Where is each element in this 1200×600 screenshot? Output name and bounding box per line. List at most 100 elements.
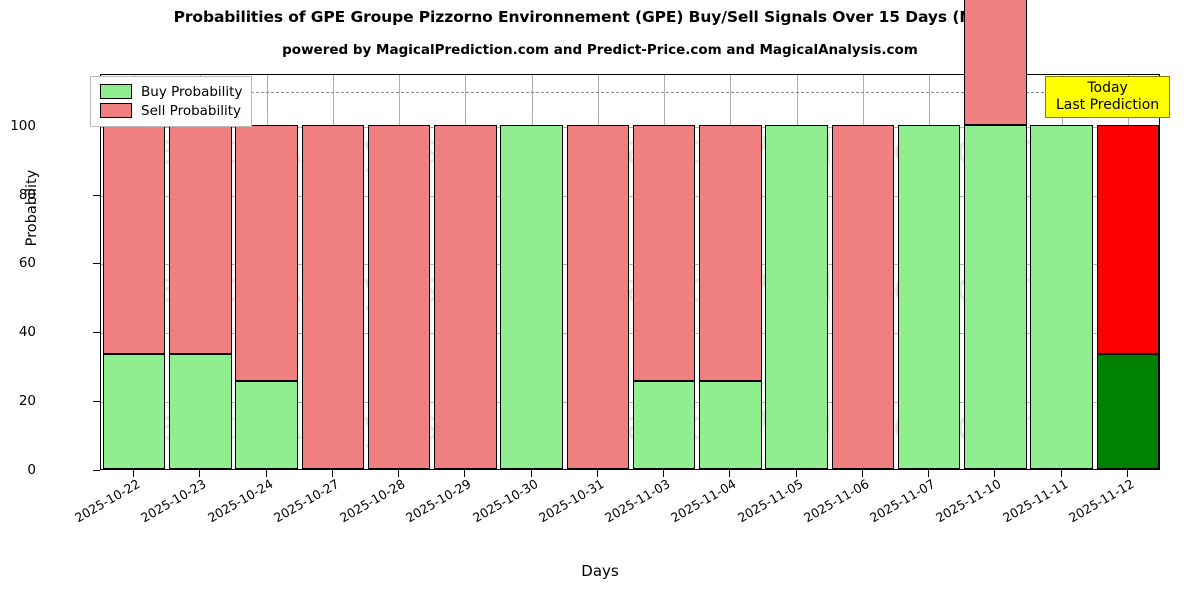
x-axis-tick-label: 2025-11-05 [734, 476, 806, 526]
x-axis-tick-label: 2025-11-10 [933, 476, 1004, 526]
x-axis-tick-label: 2025-11-03 [602, 476, 673, 526]
legend-swatch-sell [100, 103, 132, 118]
x-axis-tick-mark [729, 470, 731, 477]
bar-segment-buy [1030, 124, 1093, 469]
bar-segment-sell [235, 124, 298, 382]
x-axis-tick-mark [596, 470, 598, 477]
x-axis-tick-label: 2025-11-04 [668, 476, 739, 526]
chart-subtitle: powered by MagicalPrediction.com and Pre… [282, 42, 918, 58]
x-axis-tick-label: 2025-10-24 [204, 476, 276, 526]
bar-segment-sell [831, 124, 894, 469]
y-axis-tick-mark [93, 332, 100, 334]
x-axis-tick-mark [398, 470, 400, 477]
bar-group [632, 73, 696, 469]
bar-segment-sell [964, 0, 1027, 125]
today-annotation: Today Last Prediction [1045, 76, 1171, 119]
x-axis-tick-label: 2025-10-27 [270, 476, 342, 526]
bar-segment-buy [632, 381, 696, 469]
bar-group [1030, 73, 1093, 469]
bar-group [434, 73, 497, 469]
y-axis-tick-mark [93, 194, 100, 196]
legend-swatch-buy [100, 84, 132, 99]
reference-line [101, 92, 1159, 94]
y-axis-tick-label: 100 [10, 117, 36, 134]
x-axis-tick-mark [331, 470, 333, 477]
bar-segment-sell [632, 124, 696, 382]
gridline-horizontal [101, 333, 1159, 335]
x-axis-tick-label: 2025-10-23 [138, 476, 209, 526]
bar-group [897, 73, 961, 469]
bar-group [964, 0, 1027, 469]
x-axis-tick-mark [1060, 470, 1062, 477]
gridline-horizontal [101, 126, 1159, 128]
bar-segment-buy [169, 354, 232, 469]
y-axis-tick-label: 80 [18, 186, 36, 203]
bar-segment-buy [765, 124, 828, 469]
x-axis-tick-label: 2025-11-06 [800, 476, 872, 526]
bar-group [169, 73, 232, 469]
bar-segment-sell [434, 124, 497, 469]
x-axis-tick-label: 2025-11-12 [1065, 476, 1137, 526]
bar-group [765, 73, 828, 469]
legend-label-sell: Sell Probability [141, 102, 242, 119]
chart-title: Probabilities of GPE Groupe Pizzorno Env… [173, 8, 1027, 26]
bar-group [831, 73, 894, 469]
y-axis-tick-label: 60 [18, 255, 36, 272]
bar-group [301, 73, 364, 469]
bar-segment-buy [897, 124, 961, 469]
x-axis-tick-mark [928, 470, 930, 477]
x-axis-tick-mark [199, 470, 201, 477]
bar-segment-sell [699, 124, 762, 382]
chart-legend: Buy Probability Sell Probability [90, 76, 253, 127]
y-axis-tick-mark [93, 470, 100, 471]
x-axis-tick-mark [1126, 470, 1128, 477]
bars-layer [101, 0, 1159, 469]
x-axis-tick-label: 2025-10-30 [469, 476, 541, 526]
legend-item-sell: Sell Probability [100, 101, 242, 120]
x-axis-tick-label: 2025-11-11 [999, 476, 1071, 526]
bar-segment-buy [1096, 354, 1159, 469]
x-axis-tick-label: 2025-10-28 [337, 476, 408, 526]
bar-segment-sell [367, 124, 431, 469]
x-axis-tick-label: 2025-10-22 [72, 476, 143, 526]
x-axis-tick-mark [994, 470, 996, 477]
x-axis-tick-mark [530, 470, 532, 477]
y-axis-tick-mark [93, 401, 100, 403]
bar-segment-buy [500, 124, 563, 469]
bar-segment-buy [102, 354, 166, 469]
x-axis-tick-mark [464, 470, 466, 477]
bar-segment-buy [699, 381, 762, 469]
bar-group [566, 73, 629, 469]
x-axis-tick-label: 2025-10-29 [403, 476, 474, 526]
today-annotation-line1: Today [1087, 80, 1128, 96]
bar-group [367, 73, 431, 469]
y-axis-tick-label: 40 [18, 324, 36, 341]
y-axis-tick-mark [93, 263, 100, 265]
bar-segment-buy [964, 124, 1027, 469]
legend-label-buy: Buy Probability [141, 83, 243, 100]
gridline-horizontal [101, 264, 1159, 266]
x-axis-tick-mark [265, 470, 267, 477]
x-axis-tick-mark [133, 470, 135, 477]
legend-item-buy: Buy Probability [100, 82, 242, 101]
bar-segment-buy [235, 381, 298, 469]
x-axis-tick-mark [861, 470, 863, 477]
y-axis-tick-label: 20 [18, 393, 36, 410]
gridline-horizontal [101, 195, 1159, 197]
bar-segment-sell [1096, 124, 1159, 355]
bar-group [699, 73, 762, 469]
bar-group [235, 73, 298, 469]
x-axis-tick-mark [795, 470, 797, 477]
bar-group [500, 73, 563, 469]
x-axis-tick-label: 2025-11-07 [867, 476, 938, 526]
y-axis-tick-label: 0 [27, 462, 36, 478]
bar-group [102, 73, 166, 469]
plot-area: MagicalAnalysis.comMagicalPrediction.com… [100, 0, 1160, 470]
gridline-horizontal [101, 402, 1159, 404]
x-axis-label: Days [581, 562, 619, 580]
bar-segment-sell [102, 124, 166, 355]
x-axis-tick-mark [663, 470, 665, 477]
bar-segment-sell [169, 124, 232, 355]
bar-group [1096, 73, 1159, 469]
